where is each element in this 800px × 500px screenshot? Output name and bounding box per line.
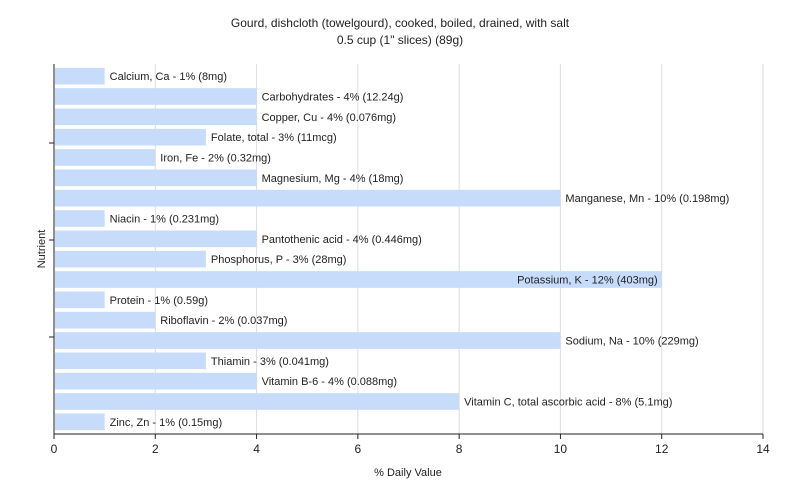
x-axis-label: % Daily Value <box>374 467 442 479</box>
bar <box>55 149 156 166</box>
bar <box>55 230 257 248</box>
plot-area <box>54 64 763 434</box>
bar-label: Phosphorus, P - 3% (28mg) <box>211 254 347 266</box>
bar-label: Carbohydrates - 4% (12.24g) <box>262 92 404 104</box>
bar <box>55 352 206 370</box>
bar-label: Potassium, K - 12% (403mg) <box>517 275 658 287</box>
x-tick-labels: 0 2 4 6 8 10 12 14 <box>51 442 770 456</box>
bar-label: Calcium, Ca - 1% (8mg) <box>110 71 227 83</box>
bar <box>55 393 460 410</box>
bar-label: Manganese, Mn - 10% (0.198mg) <box>565 193 729 205</box>
bar-label: Copper, Cu - 4% (0.076mg) <box>262 112 397 124</box>
bar-label: Vitamin C, total ascorbic acid - 8% (5.1… <box>464 397 672 409</box>
bar-label: Vitamin B-6 - 4% (0.088mg) <box>262 376 398 388</box>
bar <box>55 311 156 329</box>
bar-label: Iron, Fe - 2% (0.32mg) <box>160 153 271 165</box>
chart-subtitle: 0.5 cup (1" slices) (89g) <box>337 33 463 47</box>
bar-label: Folate, total - 3% (11mcg) <box>211 132 337 144</box>
x-tick-label: 2 <box>152 442 159 456</box>
bar-label: Thiamin - 3% (0.041mg) <box>211 356 329 368</box>
bar-label: Zinc, Zn - 1% (0.15mg) <box>110 417 222 429</box>
axes-group <box>49 64 764 439</box>
bar <box>55 88 257 105</box>
bars-group: Calcium, Ca - 1% (8mg) Carbohydrates - 4%… <box>55 67 729 431</box>
bar <box>55 271 662 288</box>
bar <box>55 67 105 85</box>
y-axis-label: Nutrient <box>36 230 48 269</box>
bar <box>55 332 561 349</box>
x-tick-label: 0 <box>51 442 58 456</box>
bar <box>55 108 257 126</box>
x-tick-label: 14 <box>756 442 770 456</box>
bar <box>55 413 105 431</box>
bar-label: Sodium, Na - 10% (229mg) <box>565 336 698 348</box>
bar <box>55 128 206 146</box>
bar-label: Niacin - 1% (0.231mg) <box>110 214 219 226</box>
x-tick-label: 6 <box>355 442 362 456</box>
bar <box>55 210 105 227</box>
x-tick-label: 8 <box>456 442 463 456</box>
bar-label: Protein - 1% (0.59g) <box>110 295 208 307</box>
bar-label: Riboflavin - 2% (0.037mg) <box>160 315 287 327</box>
grid-lines <box>154 64 764 434</box>
bar <box>55 169 257 187</box>
x-tick-label: 10 <box>554 442 568 456</box>
bar <box>55 372 257 390</box>
x-tick-label: 4 <box>253 442 260 456</box>
bar <box>55 291 105 309</box>
bar-label: Pantothenic acid - 4% (0.446mg) <box>262 234 422 246</box>
bar <box>55 250 206 268</box>
x-tick-label: 12 <box>655 442 669 456</box>
chart-title: Gourd, dishcloth (towelgourd), cooked, b… <box>231 16 570 30</box>
bar-label: Magnesium, Mg - 4% (18mg) <box>262 173 404 185</box>
bar <box>55 189 561 207</box>
